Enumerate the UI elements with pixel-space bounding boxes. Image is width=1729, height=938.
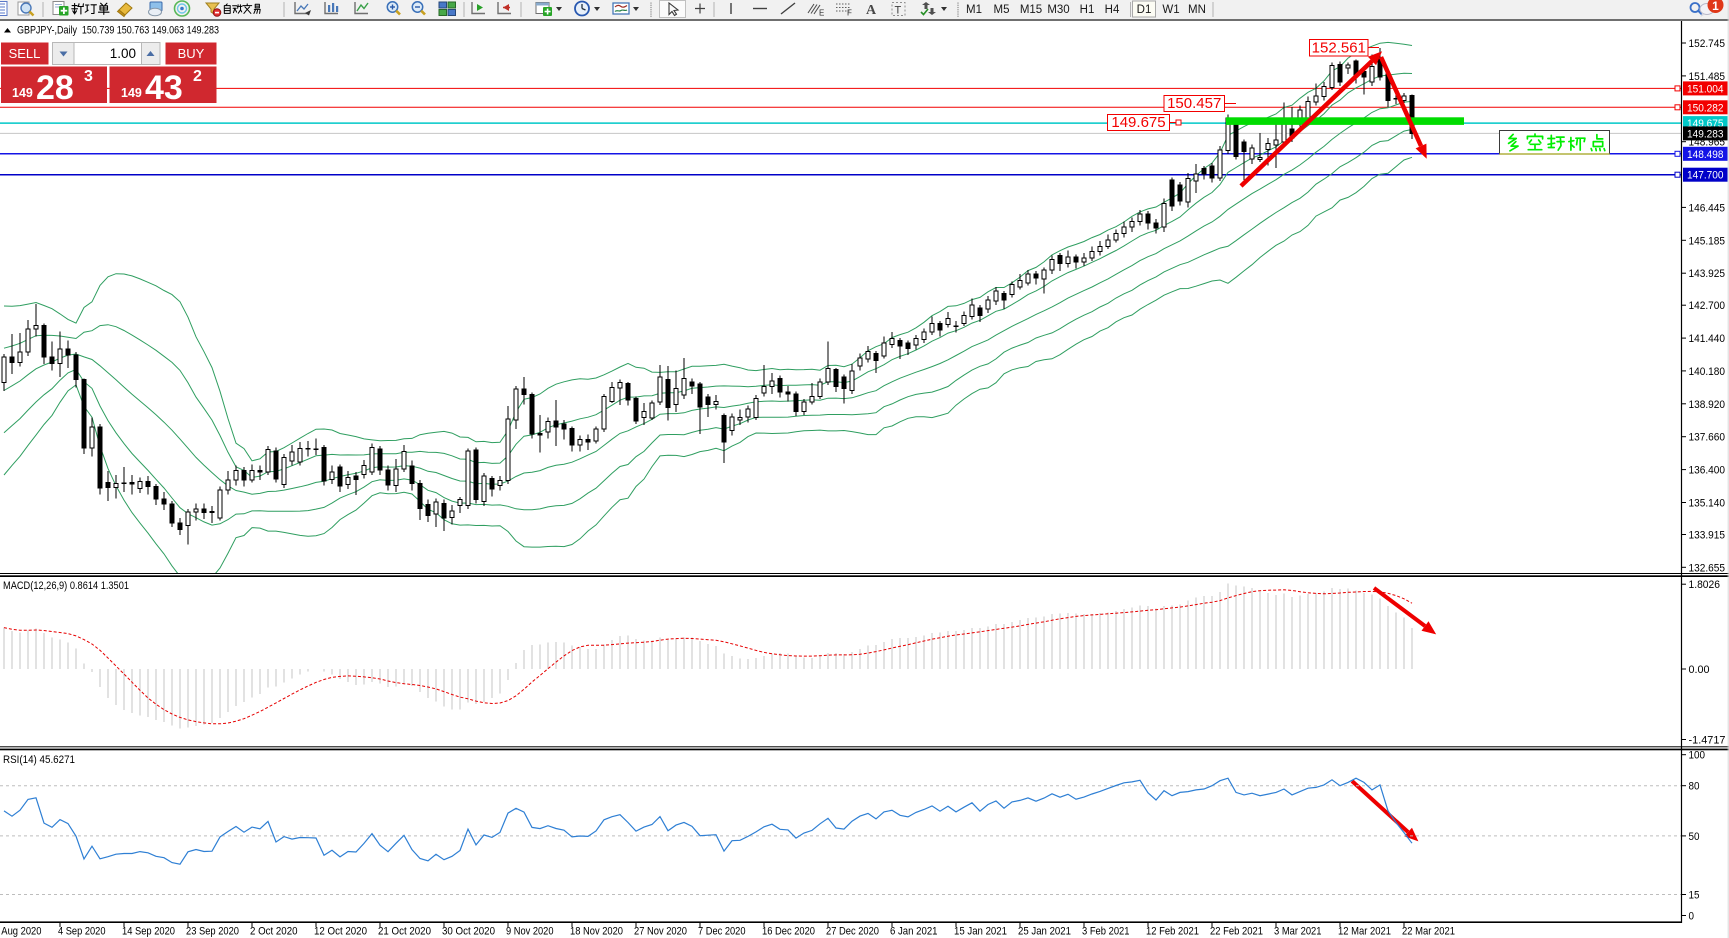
svg-text:9 Nov 2020: 9 Nov 2020	[506, 926, 554, 938]
svg-text:152.745: 152.745	[1689, 38, 1726, 50]
svg-text:135.140: 135.140	[1689, 498, 1726, 510]
svg-text:2: 2	[193, 68, 202, 85]
svg-text:80: 80	[1689, 781, 1700, 793]
svg-text:23 Sep 2020: 23 Sep 2020	[186, 926, 239, 938]
svg-text:BUY: BUY	[178, 46, 205, 61]
svg-text:14 Sep 2020: 14 Sep 2020	[122, 926, 175, 938]
svg-text:136.400: 136.400	[1689, 465, 1726, 477]
svg-text:22 Mar 2021: 22 Mar 2021	[1402, 926, 1455, 938]
svg-text:GBPJPY-,Daily 150.739 150.763: GBPJPY-,Daily 150.739 150.763 149.063 14…	[17, 25, 219, 37]
svg-text:145.185: 145.185	[1689, 235, 1726, 247]
svg-text:SELL: SELL	[9, 46, 41, 61]
svg-text:1: 1	[1712, 0, 1719, 13]
svg-text:152.561: 152.561	[1312, 40, 1366, 57]
svg-text:16 Dec 2020: 16 Dec 2020	[762, 926, 815, 938]
svg-text:15 Jan 2021: 15 Jan 2021	[954, 926, 1007, 938]
svg-text:138.920: 138.920	[1689, 399, 1726, 411]
svg-text:3: 3	[84, 68, 93, 85]
svg-text:22 Feb 2021: 22 Feb 2021	[1210, 926, 1263, 938]
svg-text:27 Dec 2020: 27 Dec 2020	[826, 926, 879, 938]
svg-text:149.675: 149.675	[1111, 114, 1165, 131]
svg-text:1.8026: 1.8026	[1689, 579, 1721, 591]
svg-text:12 Feb 2021: 12 Feb 2021	[1146, 926, 1199, 938]
svg-text:2 Oct 2020: 2 Oct 2020	[250, 926, 298, 938]
svg-text:E: E	[819, 9, 824, 18]
svg-text:-1.4717: -1.4717	[1689, 735, 1726, 747]
svg-text:142.700: 142.700	[1689, 300, 1726, 312]
svg-text:MACD(12,26,9) 0.8614 1.3501: MACD(12,26,9) 0.8614 1.3501	[3, 580, 129, 592]
svg-text:4 Sep 2020: 4 Sep 2020	[58, 926, 106, 938]
svg-text:149.283: 149.283	[1687, 128, 1724, 140]
svg-text:A: A	[866, 3, 877, 18]
svg-text:MN: MN	[1188, 4, 1206, 16]
svg-text:141.440: 141.440	[1689, 333, 1726, 345]
svg-text:150.457: 150.457	[1167, 95, 1221, 112]
svg-text:132.655: 132.655	[1689, 562, 1726, 574]
svg-text:W1: W1	[1162, 4, 1179, 16]
svg-text:1.00: 1.00	[110, 46, 136, 61]
svg-text:RSI(14) 45.6271: RSI(14) 45.6271	[3, 754, 75, 766]
svg-text:3 Mar 2021: 3 Mar 2021	[1274, 926, 1322, 938]
svg-text:149: 149	[12, 86, 33, 100]
svg-text:151.004: 151.004	[1687, 83, 1724, 95]
svg-text:149: 149	[121, 86, 142, 100]
svg-text:146.445: 146.445	[1689, 202, 1726, 214]
svg-text:18 Nov 2020: 18 Nov 2020	[570, 926, 623, 938]
svg-text:T: T	[895, 5, 902, 17]
svg-text:50: 50	[1689, 831, 1700, 843]
svg-text:H1: H1	[1080, 4, 1095, 16]
svg-text:43: 43	[145, 69, 183, 107]
svg-text:147.700: 147.700	[1687, 170, 1724, 182]
svg-text:148.498: 148.498	[1687, 149, 1724, 161]
svg-text:133.915: 133.915	[1689, 530, 1726, 542]
svg-text:6 Aug 2020: 6 Aug 2020	[0, 926, 42, 938]
svg-text:12 Mar 2021: 12 Mar 2021	[1338, 926, 1391, 938]
svg-text:0: 0	[1689, 911, 1695, 923]
svg-text:25 Jan 2021: 25 Jan 2021	[1018, 926, 1071, 938]
svg-text:21 Oct 2020: 21 Oct 2020	[378, 926, 431, 938]
svg-text:12 Oct 2020: 12 Oct 2020	[314, 926, 367, 938]
svg-text:143.925: 143.925	[1689, 268, 1726, 280]
svg-text:M5: M5	[994, 4, 1010, 16]
svg-text:15: 15	[1689, 890, 1700, 902]
svg-text:7 Dec 2020: 7 Dec 2020	[698, 926, 746, 938]
svg-text:6 Jan 2021: 6 Jan 2021	[890, 926, 938, 938]
svg-text:30 Oct 2020: 30 Oct 2020	[442, 926, 495, 938]
svg-text:150.282: 150.282	[1687, 102, 1724, 114]
svg-text:137.660: 137.660	[1689, 432, 1726, 444]
svg-text:F: F	[847, 9, 852, 18]
svg-text:27 Nov 2020: 27 Nov 2020	[634, 926, 687, 938]
svg-text:140.180: 140.180	[1689, 366, 1726, 378]
svg-text:H4: H4	[1105, 4, 1120, 16]
svg-text:M30: M30	[1047, 4, 1069, 16]
svg-text:M15: M15	[1020, 4, 1042, 16]
svg-text:28: 28	[36, 69, 74, 107]
svg-text:D1: D1	[1137, 4, 1152, 16]
svg-text:0.00: 0.00	[1689, 664, 1710, 676]
svg-text:151.485: 151.485	[1689, 71, 1726, 83]
svg-text:3 Feb 2021: 3 Feb 2021	[1082, 926, 1130, 938]
svg-text:M1: M1	[966, 4, 982, 16]
svg-text:100: 100	[1689, 750, 1706, 762]
